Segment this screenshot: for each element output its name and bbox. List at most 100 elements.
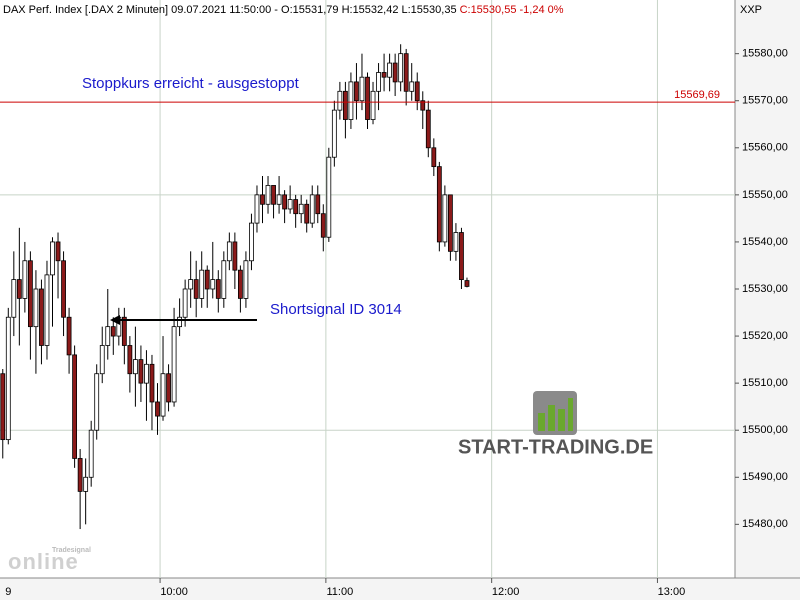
candle-body	[254, 194, 260, 224]
candle-body	[414, 81, 420, 102]
candle-body	[436, 166, 442, 243]
annotation: Stoppkurs erreicht - ausgestoppt	[82, 75, 300, 92]
candle-body	[331, 109, 337, 158]
axis-corner-label: XXP	[740, 4, 762, 16]
y-tick-label: 15480,00	[742, 518, 788, 530]
candle-body	[199, 269, 205, 299]
candle-body	[72, 354, 78, 459]
candle-body	[226, 241, 232, 262]
candle-body	[309, 194, 315, 224]
candle-body	[88, 429, 94, 478]
candle-body	[359, 76, 365, 102]
candles	[0, 44, 470, 530]
candle-body	[431, 147, 437, 168]
chart-title: DAX Perf. Index [.DAX 2 Minuten] 09.07.2…	[3, 4, 564, 16]
annotation: Shortsignal ID 3014	[270, 301, 402, 318]
candle-body	[326, 156, 332, 238]
candle-body	[105, 326, 111, 346]
candle-body	[237, 269, 243, 299]
y-tick-label: 15490,00	[742, 471, 788, 483]
labels: 15480,00 15490,00 15500,00 15510,00 15520,00…	[0, 48, 788, 598]
candle-body	[459, 232, 464, 280]
watermark-big: online	[8, 549, 79, 574]
candle-body	[354, 81, 359, 102]
candle-body	[287, 199, 293, 210]
candle-body	[132, 359, 138, 375]
candle-body	[276, 194, 282, 205]
candle-body	[204, 269, 210, 290]
candle-body	[77, 458, 83, 492]
candle-body	[5, 316, 11, 441]
candle-body	[447, 194, 453, 252]
logo: START-TRADING.DE	[458, 391, 653, 458]
candle-body	[453, 232, 459, 252]
title-close: C:15530,55 -1,24 0%	[460, 4, 564, 16]
watermark-small: Tradesignal	[52, 547, 91, 554]
candle-body	[155, 401, 160, 417]
candle-body	[127, 345, 133, 375]
logo-bar	[568, 398, 573, 431]
candle-body	[83, 476, 89, 492]
candle-body	[138, 359, 144, 384]
grid	[0, 0, 735, 578]
candle-body	[337, 90, 343, 111]
y-tick-label: 15560,00	[742, 142, 788, 154]
x-axis-panel	[0, 578, 800, 600]
candle-body	[348, 81, 354, 120]
y-tick-label: 15510,00	[742, 377, 788, 389]
candle-body	[160, 373, 166, 417]
candle-body	[249, 222, 254, 262]
candle-body	[320, 213, 326, 238]
title: DAX Perf. Index [.DAX 2 Minuten] 09.07.2…	[3, 4, 457, 16]
candle-body	[110, 326, 116, 337]
y-tick-label: 15550,00	[742, 189, 788, 201]
candle-body	[293, 199, 299, 215]
candle-body	[365, 76, 370, 120]
candle-body	[39, 288, 44, 346]
candle-body	[298, 203, 304, 215]
candle-body	[166, 373, 171, 403]
candle-body	[232, 241, 238, 271]
stop-line-label: 15569,69	[674, 89, 720, 101]
logo-text: START-TRADING.DE	[458, 436, 653, 458]
logo-bar	[538, 413, 545, 431]
candle-body	[271, 185, 276, 205]
x-tick-label: 10:00	[160, 586, 188, 598]
candle-body	[50, 241, 55, 276]
logo-bar	[558, 409, 565, 431]
candle-body	[370, 90, 376, 120]
candle-body	[215, 279, 221, 299]
candle-body	[210, 279, 216, 290]
candle-body	[94, 373, 100, 431]
candle-body	[188, 279, 194, 290]
candle-body	[0, 373, 6, 441]
candle-body	[304, 203, 310, 224]
candle-body	[260, 194, 265, 205]
y-tick-label: 15530,00	[742, 283, 788, 295]
candle-body	[464, 280, 470, 287]
candle-body	[381, 72, 387, 78]
candle-body	[420, 100, 426, 111]
candle-body	[387, 62, 393, 78]
candle-body	[33, 288, 39, 328]
y-tick-label: 15570,00	[742, 95, 788, 107]
y-tick-label: 15500,00	[742, 424, 788, 436]
candle-body	[442, 194, 448, 243]
candle-body	[376, 72, 381, 92]
candle-body	[66, 316, 72, 356]
candle-body	[398, 53, 404, 83]
candle-body	[342, 90, 348, 120]
candle-body	[392, 62, 398, 83]
signal-arrowhead	[110, 315, 120, 325]
candle-body	[16, 279, 22, 299]
candle-body	[11, 279, 17, 318]
candle-body	[409, 81, 415, 92]
candle-body	[99, 345, 105, 375]
candle-body	[27, 260, 33, 328]
candle-body	[61, 260, 66, 318]
y-axis-panel	[735, 0, 800, 600]
x-tick-label: 12:00	[492, 586, 520, 598]
candle-body	[221, 260, 227, 299]
